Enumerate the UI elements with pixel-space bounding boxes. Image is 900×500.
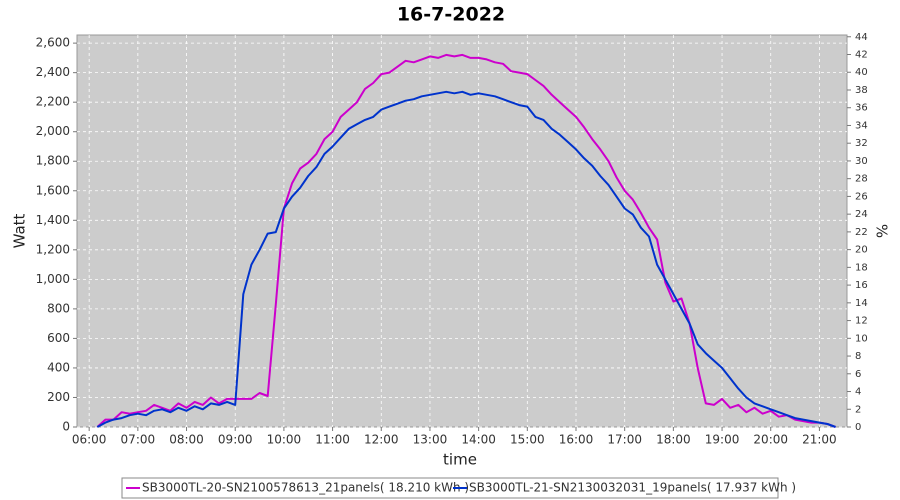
y-tick-label: 800 [47, 301, 70, 315]
y2-tick-label: 14 [855, 298, 868, 309]
y2-tick-label: 34 [855, 120, 868, 131]
y2-tick-label: 26 [855, 191, 868, 202]
y2-tick-label: 12 [855, 316, 868, 327]
y2-tick-label: 44 [855, 32, 868, 43]
x-tick-label: 18:00 [656, 433, 691, 447]
y2-tick-label: 28 [855, 174, 868, 185]
y-axis-label: Watt [11, 213, 29, 248]
y-tick-label: 1,000 [36, 272, 70, 286]
y2-tick-label: 2 [855, 404, 861, 415]
y-tick-label: 2,000 [36, 124, 70, 138]
y2-tick-label: 36 [855, 103, 868, 114]
y-tick-label: 1,600 [36, 183, 70, 197]
x-tick-label: 19:00 [705, 433, 740, 447]
x-tick-label: 13:00 [413, 433, 448, 447]
y-tick-label: 0 [62, 420, 70, 434]
x-axis-label: time [443, 451, 477, 469]
y-tick-label: 400 [47, 360, 70, 374]
x-tick-label: 07:00 [121, 433, 156, 447]
y-tick-label: 200 [47, 390, 70, 404]
y-tick-label: 2,600 [36, 36, 70, 50]
y-tick-label: 1,400 [36, 213, 70, 227]
y2-tick-label: 0 [855, 422, 861, 433]
x-tick-label: 10:00 [267, 433, 302, 447]
y2-tick-label: 20 [855, 245, 868, 256]
series-line [96, 53, 836, 428]
y-tick-label: 1,200 [36, 242, 70, 256]
x-tick-label: 09:00 [218, 433, 253, 447]
y2-tick-label: 24 [855, 209, 868, 220]
y2-tick-label: 22 [855, 227, 868, 238]
y2-tick-label: 6 [855, 369, 861, 380]
x-tick-label: 20:00 [753, 433, 788, 447]
legend [121, 477, 779, 499]
x-tick-label: 12:00 [364, 433, 399, 447]
y-tick-label: 1,800 [36, 154, 70, 168]
plot-area [76, 34, 848, 428]
y2-tick-label: 16 [855, 280, 868, 291]
y2-tick-label: 4 [855, 387, 861, 398]
y2-tick-label: 18 [855, 262, 868, 273]
chart-title: 16-7-2022 [397, 4, 505, 26]
y2-tick-label: 8 [855, 351, 861, 362]
y2-axis-label: % [873, 224, 891, 238]
y2-tick-label: 42 [855, 50, 868, 61]
x-tick-label: 08:00 [169, 433, 204, 447]
y2-tick-label: 30 [855, 156, 868, 167]
series-line [96, 90, 836, 428]
legend-label: SB3000TL-21-SN2130032031_19panels( 17.93… [469, 481, 796, 495]
legend-label: SB3000TL-20-SN2100578613_21panels( 18.21… [142, 481, 469, 495]
x-tick-label: 16:00 [559, 433, 594, 447]
x-tick-label: 06:00 [72, 433, 107, 447]
y2-tick-label: 40 [855, 67, 868, 78]
y-tick-label: 2,400 [36, 65, 70, 79]
y2-tick-label: 32 [855, 138, 868, 149]
x-tick-label: 21:00 [802, 433, 837, 447]
x-tick-label: 11:00 [315, 433, 350, 447]
x-tick-label: 15:00 [510, 433, 545, 447]
x-tick-label: 14:00 [461, 433, 496, 447]
x-tick-label: 17:00 [607, 433, 642, 447]
y-tick-label: 600 [47, 331, 70, 345]
y2-tick-label: 38 [855, 85, 868, 96]
y2-tick-label: 10 [855, 333, 868, 344]
y-tick-label: 2,200 [36, 95, 70, 109]
